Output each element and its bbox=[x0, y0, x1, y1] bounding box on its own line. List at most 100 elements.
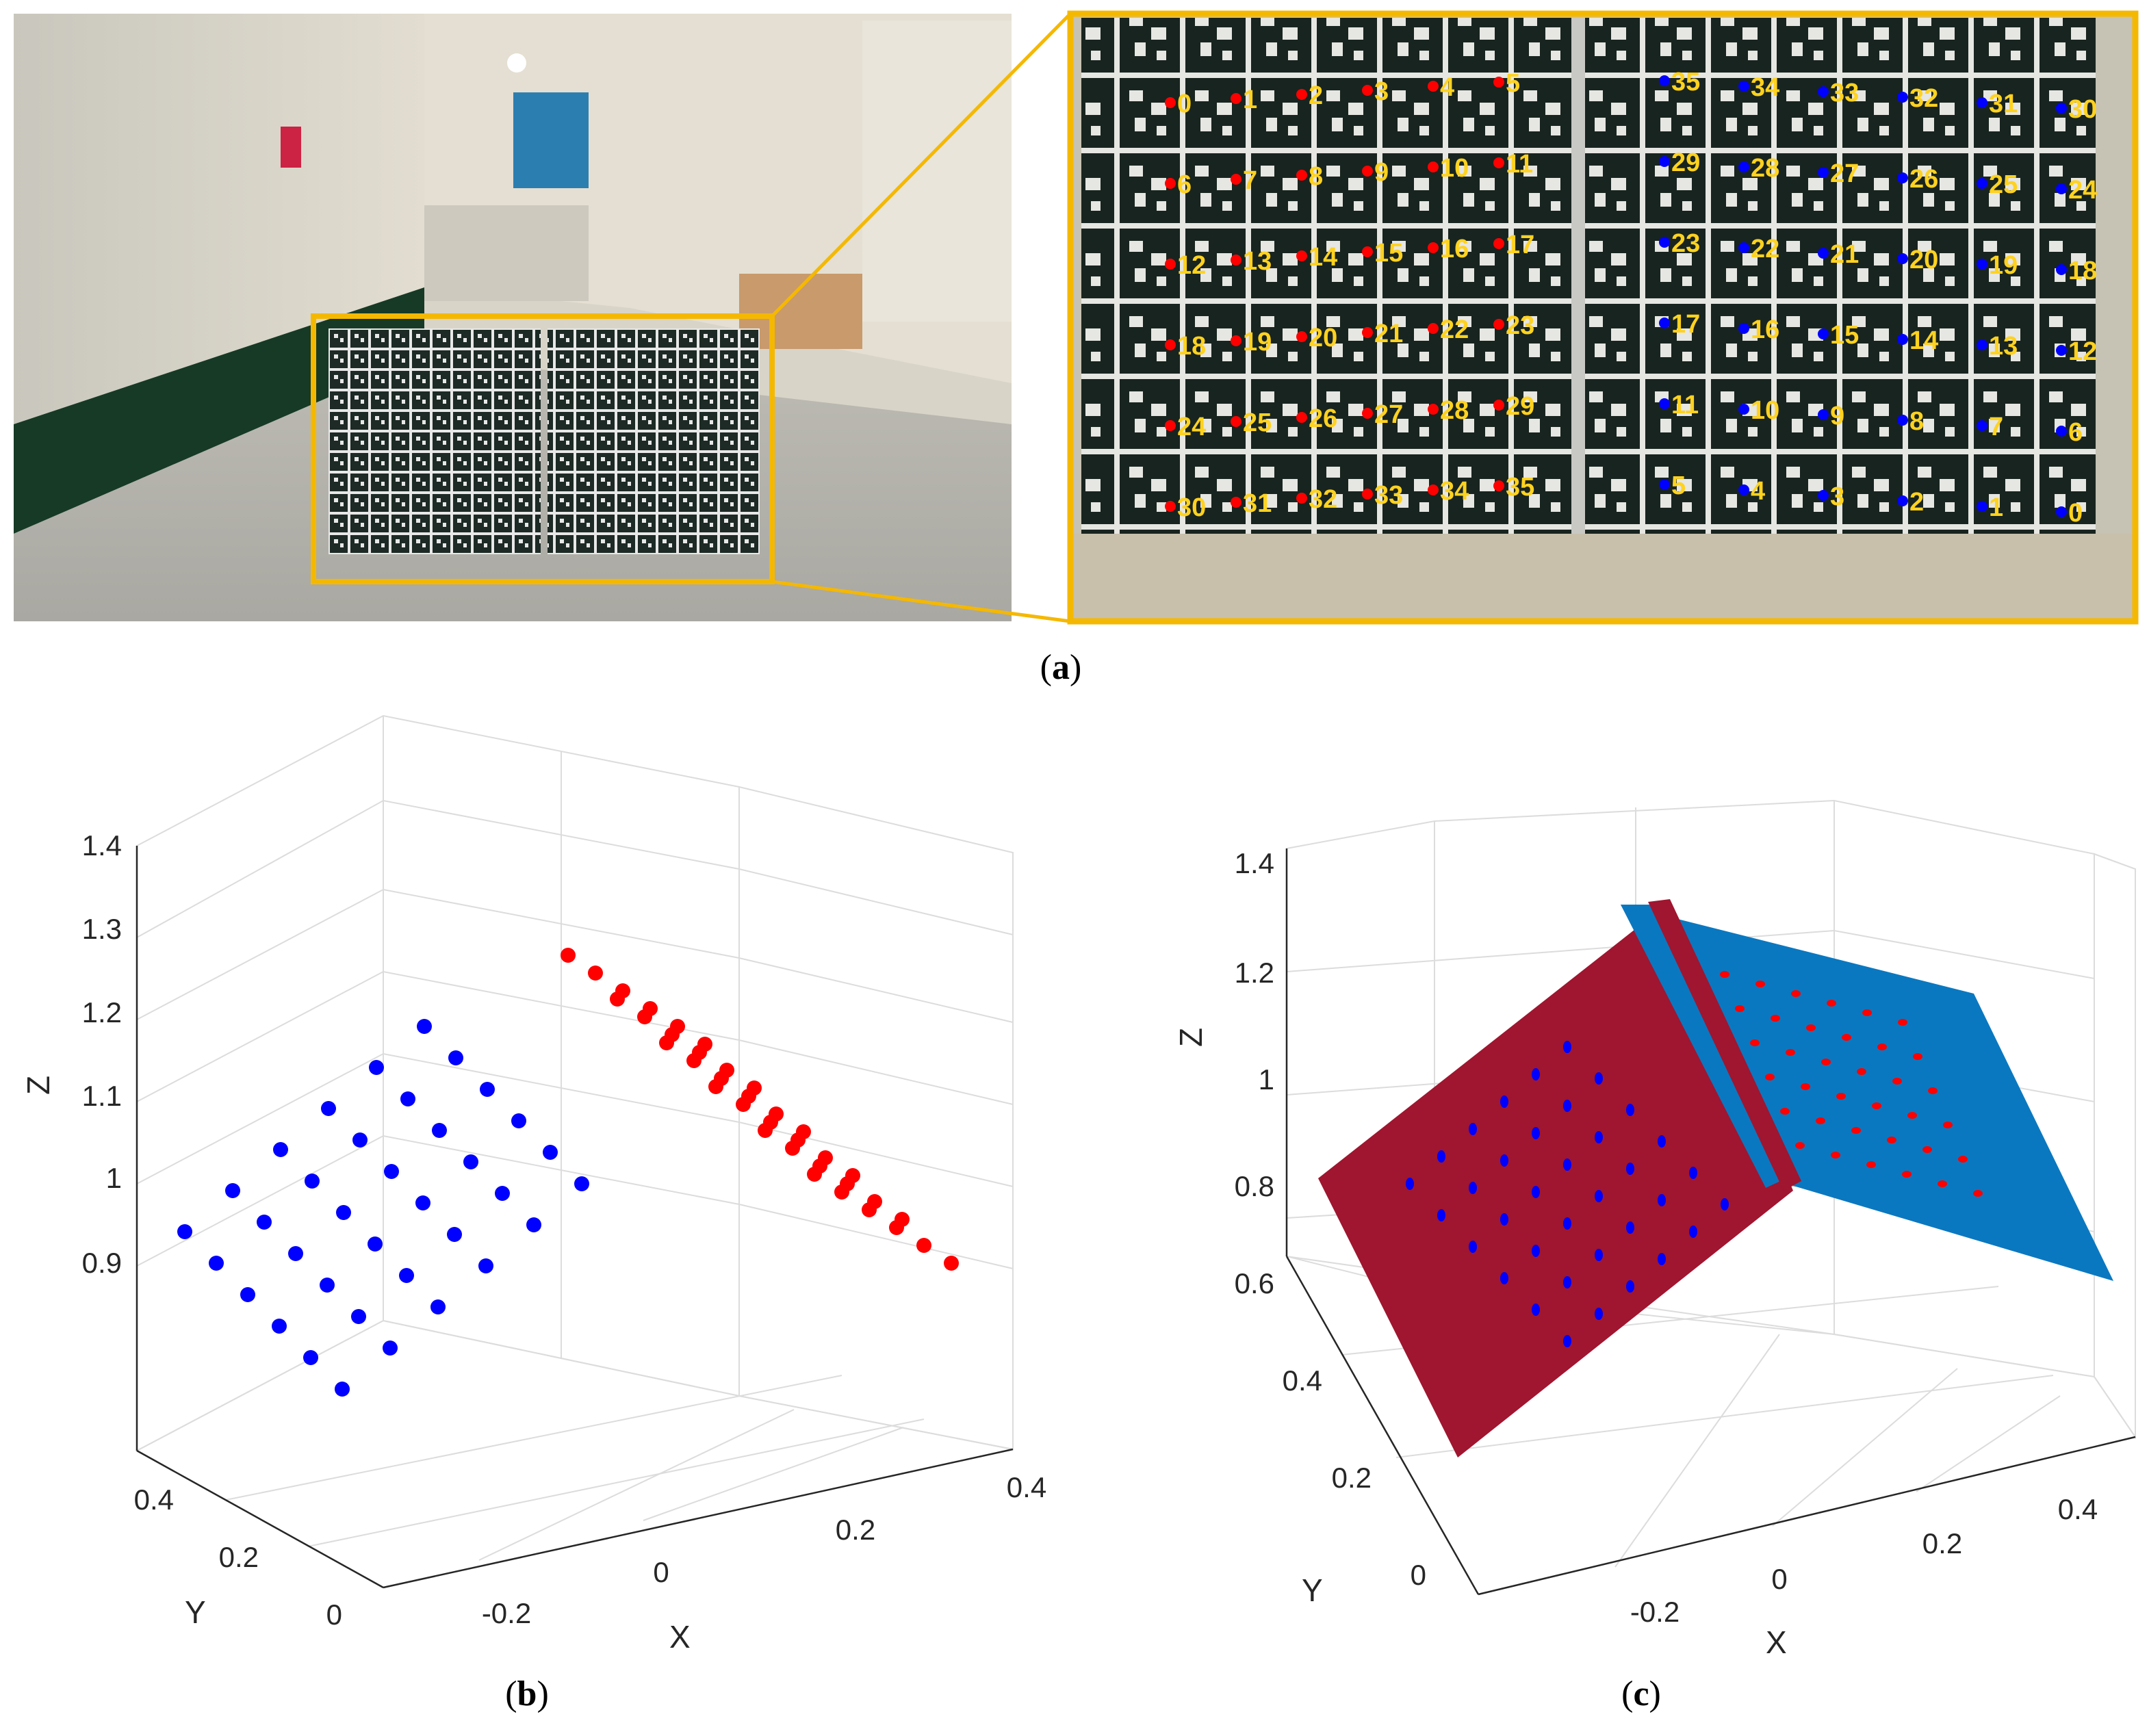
blue-point bbox=[399, 1268, 414, 1283]
red-point bbox=[916, 1238, 931, 1253]
red-point bbox=[1821, 1059, 1831, 1065]
blue-point bbox=[430, 1299, 446, 1314]
zoomed-board bbox=[1070, 14, 2135, 621]
blue-point bbox=[177, 1224, 192, 1239]
blue-marker bbox=[1659, 237, 1670, 248]
blue-marker-label: 10 bbox=[1751, 396, 1779, 425]
blue-point bbox=[1500, 1154, 1508, 1167]
blue-marker bbox=[1659, 156, 1670, 167]
grid-line bbox=[643, 1427, 904, 1521]
grid-line bbox=[1286, 929, 2095, 979]
blue-point bbox=[1563, 1158, 1571, 1171]
red-marker bbox=[1428, 404, 1439, 415]
red-point bbox=[1872, 1102, 1881, 1109]
red-point bbox=[1851, 1127, 1861, 1134]
blue-marker-label: 11 bbox=[1671, 391, 1699, 419]
blue-marker-label: 26 bbox=[1909, 165, 1938, 194]
blue-marker bbox=[1897, 253, 1908, 264]
red-point bbox=[1831, 1152, 1840, 1158]
blue-marker-label: 19 bbox=[1989, 251, 2018, 280]
z-tick-label: 0.9 bbox=[82, 1247, 122, 1279]
x-tick-label: 0.2 bbox=[1922, 1527, 1962, 1559]
grid-line bbox=[1772, 1368, 1958, 1527]
blue-marker-label: 12 bbox=[2068, 337, 2097, 366]
blue-marker bbox=[2056, 426, 2067, 437]
panel-c-zlabel: Z bbox=[1173, 1028, 1209, 1047]
blue-point bbox=[368, 1236, 383, 1252]
red-marker-label: 28 bbox=[1440, 396, 1469, 425]
blue-point bbox=[335, 1382, 350, 1397]
panel-c: 0.8 1 1.2 1.4 -0.2 0 0.2 0.4 0 0.2 0.4 0.6 X Y Z (c… bbox=[1173, 799, 2137, 1713]
red-point bbox=[1892, 1078, 1902, 1085]
red-marker bbox=[1165, 339, 1176, 350]
red-marker bbox=[1493, 480, 1504, 491]
panel-b-ylabel: Y bbox=[185, 1594, 206, 1630]
blue-marker-label: 3 bbox=[1830, 482, 1844, 511]
axis-line bbox=[383, 1448, 1014, 1589]
blue-point bbox=[240, 1287, 255, 1302]
red-point bbox=[1827, 1000, 1836, 1007]
blue-point bbox=[415, 1195, 430, 1210]
red-marker bbox=[1165, 501, 1176, 512]
blue-marker bbox=[1659, 318, 1670, 328]
red-point bbox=[1857, 1068, 1866, 1075]
red-point bbox=[1907, 1112, 1917, 1119]
red-marker-label: 21 bbox=[1374, 320, 1403, 348]
red-marker-label: 29 bbox=[1506, 392, 1534, 421]
blue-marker bbox=[1897, 415, 1908, 426]
red-marker-label: 12 bbox=[1177, 251, 1206, 280]
panel-c-ylabel: Y bbox=[1302, 1572, 1323, 1608]
grid-line bbox=[307, 1418, 925, 1547]
red-point bbox=[1898, 1019, 1907, 1026]
z-tick-label: 1.3 bbox=[82, 913, 122, 945]
axis-line bbox=[1285, 1256, 1480, 1595]
axis-side-wall bbox=[2094, 853, 2136, 1440]
blue-marker bbox=[1977, 97, 1987, 108]
blue-marker bbox=[1738, 404, 1749, 415]
blue-marker-label: 34 bbox=[1751, 73, 1779, 102]
blue-marker-label: 2 bbox=[1909, 488, 1924, 517]
blue-marker bbox=[1738, 161, 1749, 172]
red-point bbox=[1902, 1171, 1912, 1178]
blue-marker bbox=[1818, 167, 1829, 178]
z-tick-label: 1.4 bbox=[82, 829, 122, 861]
red-marker-label: 22 bbox=[1440, 315, 1469, 344]
grid-line bbox=[136, 970, 1014, 1105]
zoom-box bbox=[311, 313, 775, 584]
red-marker bbox=[1428, 323, 1439, 334]
blue-marker-label: 4 bbox=[1751, 477, 1765, 506]
blue-point bbox=[1595, 1308, 1603, 1320]
grid-line bbox=[1395, 1375, 2054, 1458]
zoom-frame bbox=[1067, 10, 2139, 625]
blue-point bbox=[209, 1256, 224, 1271]
red-point bbox=[1735, 1005, 1745, 1012]
red-marker-label: 9 bbox=[1374, 158, 1389, 187]
red-point bbox=[1958, 1156, 1968, 1163]
red-marker-label: 16 bbox=[1440, 235, 1469, 263]
blue-point bbox=[1500, 1096, 1508, 1108]
red-point bbox=[1913, 1053, 1922, 1060]
blue-point bbox=[257, 1215, 272, 1230]
z-tick-label: 1.2 bbox=[82, 996, 122, 1028]
blue-point bbox=[1563, 1276, 1571, 1288]
red-point bbox=[785, 1141, 800, 1156]
red-marker bbox=[1231, 335, 1241, 346]
red-point bbox=[708, 1079, 723, 1094]
red-point bbox=[588, 966, 603, 981]
red-marker-label: 15 bbox=[1374, 239, 1403, 268]
blue-marker bbox=[1818, 328, 1829, 339]
blue-point bbox=[1532, 1068, 1540, 1080]
plane-blue-strip bbox=[1621, 905, 1786, 1188]
blue-point bbox=[1500, 1213, 1508, 1226]
blue-marker-label: 0 bbox=[2068, 499, 2083, 528]
blue-point bbox=[320, 1278, 335, 1293]
blue-marker-label: 16 bbox=[1751, 315, 1779, 344]
blue-point bbox=[417, 1019, 432, 1034]
blue-marker bbox=[1659, 479, 1670, 490]
blue-marker-label: 25 bbox=[1989, 170, 2018, 199]
red-point bbox=[1877, 1044, 1887, 1050]
red-point bbox=[1866, 1161, 1876, 1168]
blue-marker-label: 20 bbox=[1909, 246, 1938, 274]
x-tick-label: 0.4 bbox=[2058, 1493, 2098, 1525]
blue-point bbox=[1532, 1186, 1540, 1198]
